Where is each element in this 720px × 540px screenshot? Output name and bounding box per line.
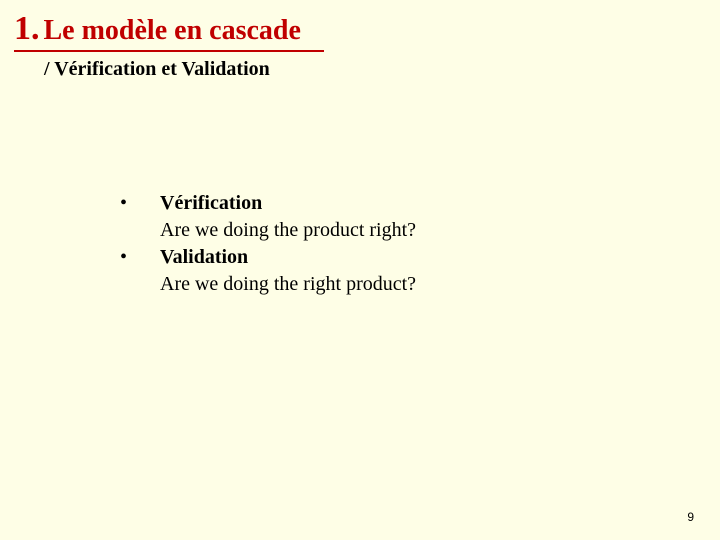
slide: 1. Le modèle en cascade / Vérification e… <box>0 0 720 540</box>
bullet-item: • Validation Are we doing the right prod… <box>120 244 416 298</box>
bullet-line: Are we doing the right product? <box>160 271 416 298</box>
content-area: • Vérification Are we doing the product … <box>120 190 416 298</box>
slide-subtitle: / Vérification et Validation <box>44 58 270 81</box>
bullet-marker-icon: • <box>120 244 160 298</box>
bullet-marker-icon: • <box>120 190 160 244</box>
title-text: Le modèle en cascade <box>44 15 301 46</box>
slide-title: 1. Le modèle en cascade <box>14 10 301 48</box>
bullet-body: Validation Are we doing the right produc… <box>160 244 416 298</box>
bullet-heading: Vérification <box>160 190 416 217</box>
bullet-item: • Vérification Are we doing the product … <box>120 190 416 244</box>
bullet-line: Are we doing the product right? <box>160 217 416 244</box>
title-underline <box>14 50 324 52</box>
page-number: 9 <box>687 510 694 524</box>
title-number: 1. <box>14 10 40 47</box>
bullet-heading: Validation <box>160 244 416 271</box>
bullet-body: Vérification Are we doing the product ri… <box>160 190 416 244</box>
